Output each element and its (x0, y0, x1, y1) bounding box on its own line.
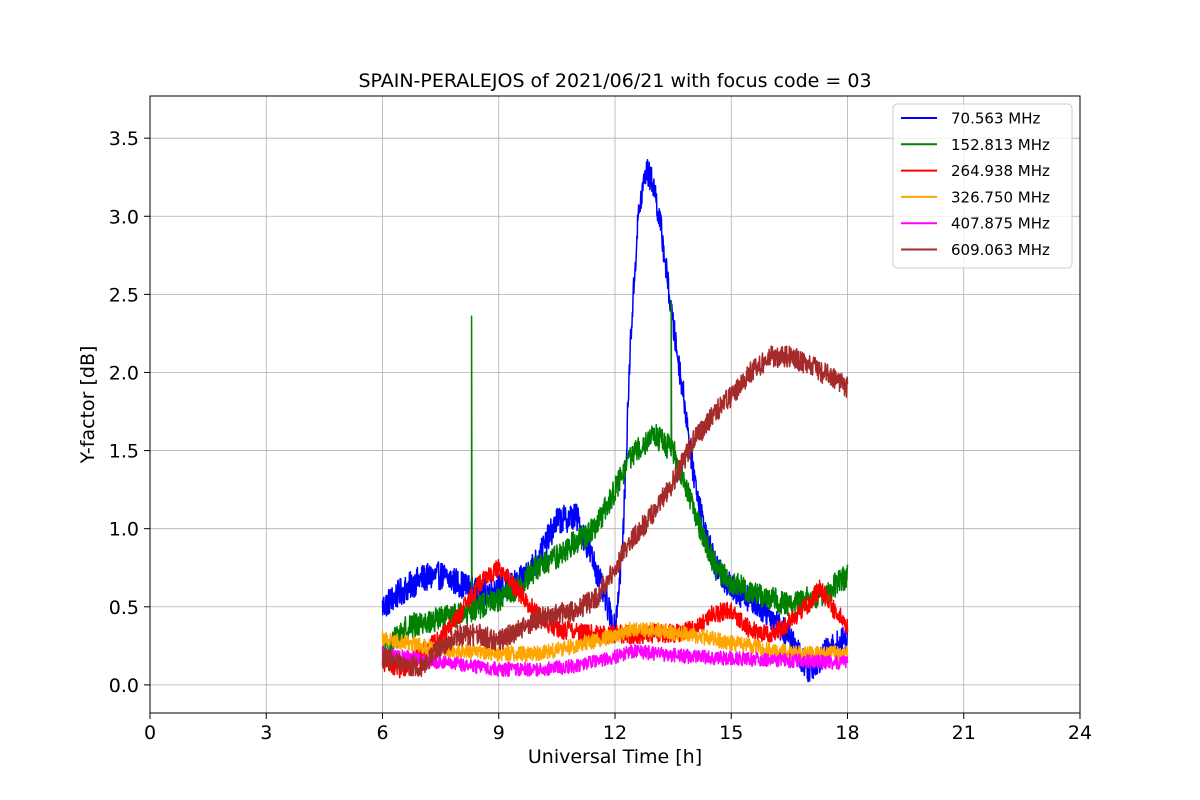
series-layer (381, 158, 849, 683)
x-tick-label: 12 (603, 722, 627, 744)
x-tick-label: 6 (376, 722, 388, 744)
x-axis-title: Universal Time [h] (528, 746, 702, 768)
x-tick-label: 0 (144, 722, 156, 744)
legend: 70.563 MHz 152.813 MHz 264.938 MHz 326.750 … (892, 103, 1073, 269)
series-line (381, 345, 849, 678)
legend-label: 264.938 MHz (951, 162, 1050, 180)
y-tick-label: 2.5 (109, 284, 139, 306)
legend-label: 152.813 MHz (951, 136, 1050, 154)
chart-title: SPAIN-PERALEJOS of 2021/06/21 with focus… (358, 70, 871, 92)
x-tick-label: 21 (952, 722, 976, 744)
y-tick-label: 1.0 (109, 519, 139, 541)
x-tick-label: 18 (835, 722, 859, 744)
legend-label: 407.875 MHz (951, 215, 1050, 233)
series-line (381, 643, 849, 677)
series-line (381, 558, 849, 679)
legend-label: 326.750 MHz (951, 188, 1050, 206)
y-axis-title: Y-factor [dB] (77, 346, 99, 465)
x-tick-label: 3 (260, 722, 272, 744)
y-tick-label: 3.0 (109, 206, 139, 228)
y-tick-label: 3.5 (109, 128, 139, 150)
legend-label: 609.063 MHz (951, 241, 1050, 259)
x-tick-label: 15 (719, 722, 743, 744)
y-tick-label: 0.5 (109, 597, 139, 619)
legend-box (892, 103, 1073, 269)
x-tick-label: 9 (493, 722, 505, 744)
y-tick-label: 0.0 (109, 675, 139, 697)
legend-label: 70.563 MHz (951, 110, 1040, 128)
y-tick-label: 1.5 (109, 441, 139, 463)
series-line (381, 621, 849, 663)
x-tick-label: 24 (1068, 722, 1092, 744)
y-tick-label: 2.0 (109, 362, 139, 384)
ticks: 0 3 6 9 12 15 18 21 24 0.0 0.5 1.0 1.5 2.0 2.5 3.0 3.5 (109, 128, 1092, 744)
